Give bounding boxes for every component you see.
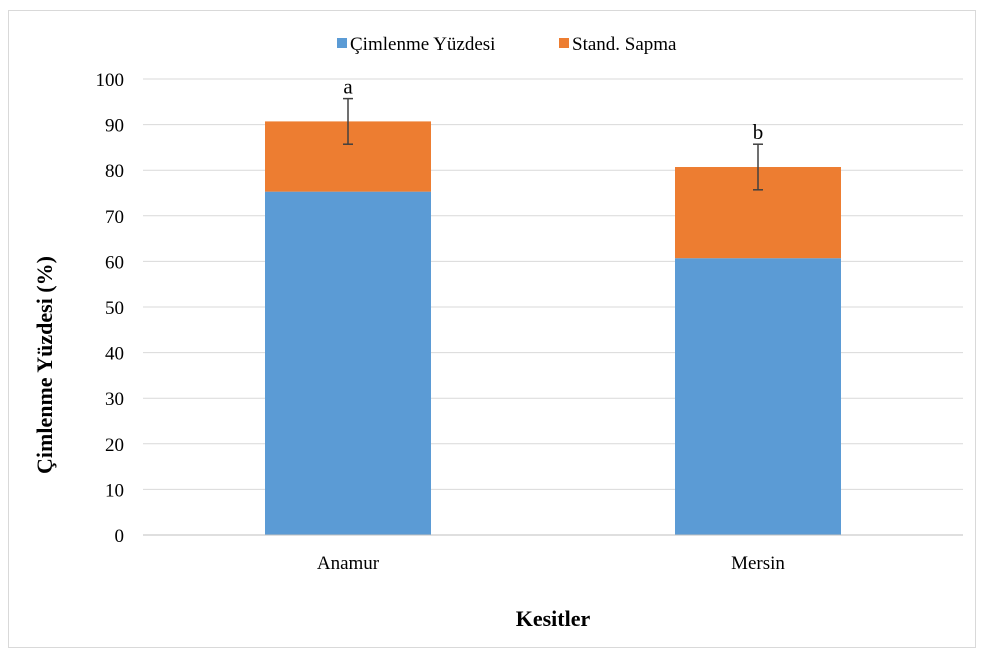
- error-bars: [343, 97, 763, 191]
- y-tick-label: 10: [105, 480, 124, 501]
- y-tick-label: 90: [105, 116, 124, 137]
- y-tick-label: 40: [105, 344, 124, 365]
- y-tick-label: 0: [115, 526, 125, 547]
- y-tick-label: 50: [105, 298, 124, 319]
- bars: [265, 121, 841, 535]
- y-tick-label: 80: [105, 161, 124, 182]
- bar-segment: [265, 191, 431, 535]
- x-category-label: Mersin: [731, 553, 785, 574]
- y-tick-label: 100: [96, 70, 125, 91]
- legend-swatch-stand-sapma: [559, 38, 569, 48]
- significance-letter: b: [753, 120, 764, 144]
- y-tick-labels: 0 10 20 30 40 50 60 70 80 90 100: [96, 70, 125, 547]
- y-axis-title: Çimlenme Yüzdesi (%): [32, 256, 57, 474]
- x-category-label: Anamur: [317, 553, 380, 574]
- bar-segment: [675, 258, 841, 535]
- legend-label-cimlenme: Çimlenme Yüzdesi: [350, 34, 495, 55]
- y-tick-label: 30: [105, 389, 124, 410]
- significance-letter: a: [343, 75, 353, 99]
- y-tick-label: 60: [105, 252, 124, 273]
- x-axis-title: Kesitler: [516, 606, 591, 631]
- y-tick-label: 20: [105, 435, 124, 456]
- legend-swatch-cimlenme: [337, 38, 347, 48]
- y-tick-label: 70: [105, 207, 124, 228]
- annotations: ab: [343, 75, 763, 145]
- x-category-labels: Anamur Mersin: [317, 553, 786, 574]
- legend-label-stand-sapma: Stand. Sapma: [572, 34, 677, 55]
- legend: Çimlenme Yüzdesi Stand. Sapma: [337, 34, 677, 55]
